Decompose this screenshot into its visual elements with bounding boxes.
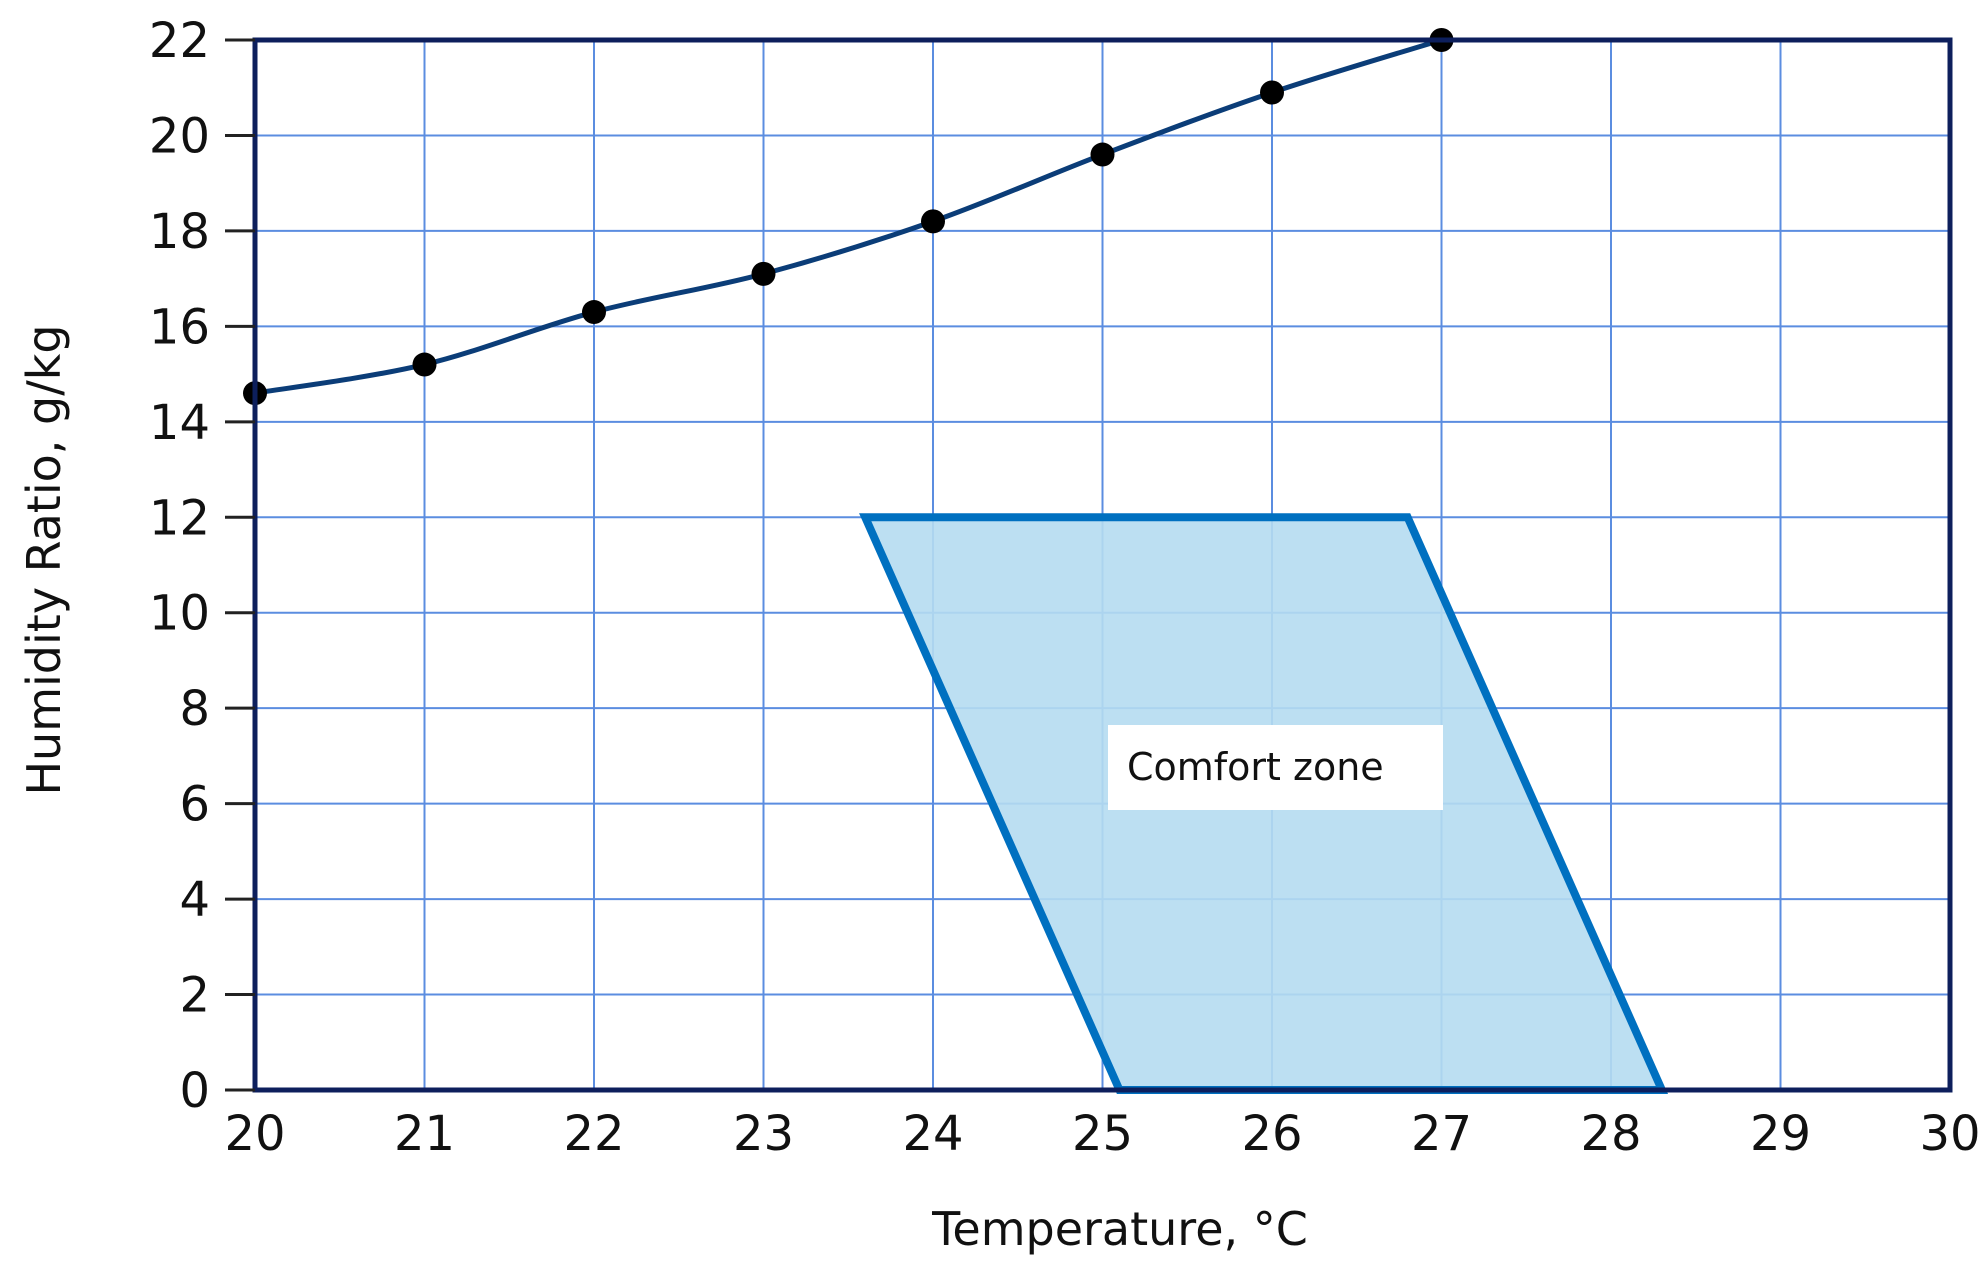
y-axis-title: Humidity Ratio, g/kg [17, 324, 71, 795]
data-point-24 [921, 209, 945, 234]
x-tick-label-26: 26 [1241, 1106, 1302, 1162]
y-tick-label-6: 6 [179, 777, 210, 833]
y-tick-label-14: 14 [149, 395, 210, 451]
data-point-22 [582, 300, 606, 325]
data-point-25 [1090, 142, 1115, 167]
x-tick-label-28: 28 [1580, 1106, 1641, 1162]
y-tick-label-10: 10 [149, 586, 210, 642]
plot-frame-layer [252, 37, 1953, 1093]
data-point-21 [412, 352, 437, 377]
x-axis-title: Temperature, °C [931, 1202, 1308, 1256]
y-tick-label-8: 8 [179, 681, 210, 737]
y-tick-label-0: 0 [179, 1063, 210, 1119]
comfort-zone-label: Comfort zone [1127, 745, 1384, 789]
y-tick-label-22: 22 [149, 13, 210, 69]
x-tick-label-29: 29 [1750, 1106, 1811, 1162]
y-tick-label-20: 20 [149, 108, 210, 164]
saturation-curve-line [254, 37, 1443, 396]
y-tick-label-12: 12 [149, 490, 210, 546]
y-tick-label-18: 18 [149, 204, 210, 260]
plot-frame [252, 37, 1953, 1093]
data-point-26 [1260, 80, 1284, 105]
x-tick-label-27: 27 [1411, 1106, 1472, 1162]
y-tick-label-2: 2 [179, 968, 210, 1024]
x-tick-label-20: 20 [224, 1106, 285, 1162]
x-tick-label-22: 22 [563, 1106, 624, 1162]
annotation-layer: Comfort zone [1108, 725, 1443, 810]
data-point-23 [751, 261, 776, 286]
y-tick-label-16: 16 [149, 299, 210, 355]
x-tick-label-30: 30 [1919, 1106, 1980, 1162]
y-tick-label-4: 4 [179, 872, 210, 928]
x-tick-label-23: 23 [733, 1106, 794, 1162]
comfort-zone-label-background [1108, 725, 1443, 810]
x-tick-label-24: 24 [902, 1106, 963, 1162]
x-tick-label-21: 21 [394, 1106, 455, 1162]
x-tick-label-25: 25 [1072, 1106, 1133, 1162]
